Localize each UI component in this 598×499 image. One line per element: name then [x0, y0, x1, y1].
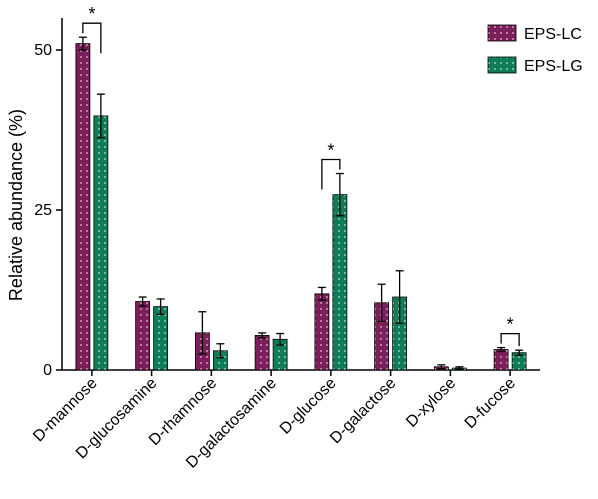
- legend-swatch-eps-lc: [487, 24, 517, 42]
- plot-area: 02550D-mannoseD-glucosamineD-rhamnoseD-g…: [30, 4, 540, 472]
- y-axis-title: Relative abundance (%): [6, 109, 26, 301]
- significance-label: *: [507, 315, 514, 335]
- significance-bracket: [321, 158, 341, 190]
- significance-bracket: [500, 332, 520, 347]
- significance-label: *: [327, 141, 334, 161]
- x-category-label: D-glucose: [277, 375, 340, 438]
- y-tick-label: 50: [34, 42, 52, 59]
- legend-swatch-eps-lg: [487, 56, 517, 74]
- bar-eps-lc-d-glucose: [314, 293, 330, 371]
- bar-eps-lc-d-glucosamine: [135, 301, 151, 371]
- bar-eps-lg-d-glucose: [332, 194, 348, 371]
- bar-eps-lc-d-mannose: [75, 43, 91, 371]
- y-tick-label: 25: [34, 202, 52, 219]
- significance-label: *: [88, 4, 95, 24]
- bar-eps-lg-d-mannose: [93, 115, 109, 371]
- x-category-label: D-xylose: [403, 375, 459, 431]
- bar-eps-lg-d-glucosamine: [153, 306, 169, 371]
- legend-label-eps-lc: EPS-LC: [524, 26, 582, 43]
- bar-eps-lc-d-fucose: [493, 349, 509, 371]
- significance-bracket: [82, 22, 102, 54]
- legend-label-eps-lg: EPS-LG: [524, 58, 583, 75]
- legend: EPS-LC EPS-LG: [487, 24, 583, 75]
- x-category-label: D-fucose: [462, 375, 519, 432]
- y-tick-label: 0: [43, 362, 52, 379]
- bar-eps-lc-d-galactosamine: [254, 335, 270, 371]
